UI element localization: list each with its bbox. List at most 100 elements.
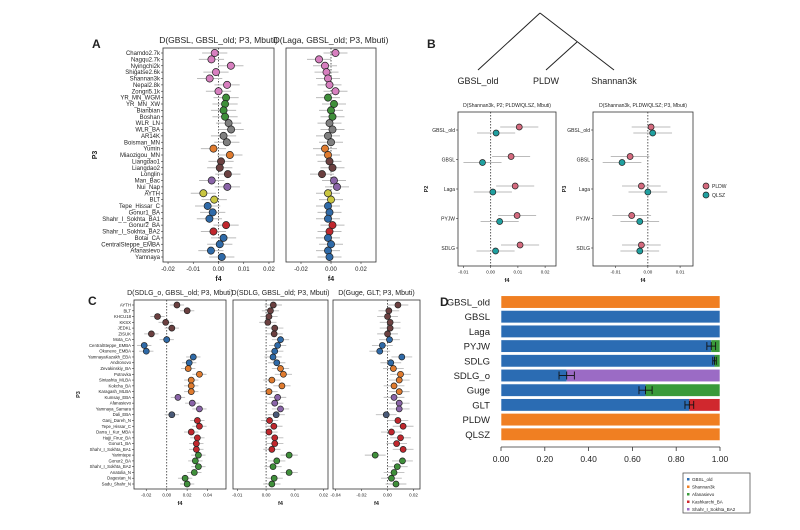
data-point (269, 463, 277, 471)
bar-outline (500, 339, 721, 353)
legend-label: Shannan3k (692, 485, 716, 490)
data-point (378, 342, 386, 349)
x-axis-label: f4 (374, 501, 380, 507)
y-tick-label: YamnayaKazakh_EBA (88, 354, 131, 359)
data-point (174, 394, 182, 401)
y-tick-label: Anatolia_N (110, 470, 131, 475)
data-point (325, 80, 334, 89)
y-tick-label: Okunevo_EMBA (99, 349, 131, 354)
data-point (212, 68, 220, 77)
data-point (265, 388, 273, 395)
data-point (148, 330, 155, 338)
y-tick-label: Yamnaya (135, 255, 161, 261)
data-point (618, 159, 626, 166)
y-tick-label: WLR_BA (135, 128, 160, 134)
y-tick-label: Nyingchi2k (131, 64, 161, 70)
y-tick-label: Kumsay_EBA (104, 395, 131, 400)
data-point (227, 125, 236, 134)
data-point (209, 144, 218, 153)
bar-outline (500, 398, 721, 412)
x-tick-label: 0.02 (319, 493, 328, 498)
data-point (215, 240, 224, 249)
y-tick-label: Botai_CA (135, 236, 160, 242)
data-point (496, 218, 503, 225)
y-tick-label: Shahr_I_Sokhta_BA1 (90, 447, 132, 452)
legend-label: PLDW (712, 184, 727, 190)
bar-segment (689, 398, 720, 412)
data-point (328, 163, 337, 172)
data-point (394, 417, 402, 424)
data-point (393, 440, 400, 447)
data-point (269, 301, 277, 309)
data-point (322, 68, 331, 77)
x-tick-label: 0.00 (643, 270, 652, 275)
data-point (189, 353, 197, 361)
y-axis-label: P3 (562, 186, 568, 193)
plot-frame (332, 299, 421, 490)
data-point (273, 457, 281, 465)
y-tick-label: Sadu_Shahr_N (102, 482, 131, 487)
y-tick-label: Laga (444, 187, 455, 193)
bar-category-label: QLSZ (465, 430, 490, 441)
data-point (203, 202, 212, 210)
y-tick-label: Shannan3k (130, 77, 161, 83)
data-point (184, 365, 192, 372)
y-tick-label: AYTH (120, 303, 131, 308)
data-point (271, 324, 279, 332)
x-tick-label: 0.20 (537, 454, 554, 464)
y-tick-label: Liangdao1 (132, 159, 161, 165)
y-tick-label: Nepal2.8k (133, 83, 161, 89)
y-tick-label: Nui_Nap (137, 185, 161, 191)
bar-outline (500, 310, 721, 324)
y-tick-label: Laga (579, 187, 590, 193)
y-tick-label: KHCU18 (114, 314, 132, 319)
data-point (324, 151, 332, 159)
data-point (265, 428, 273, 436)
data-point (390, 365, 397, 372)
legend-swatch (702, 191, 710, 199)
plot-title: D(GBSL, GBSL_old; P3, Mbuti) (159, 35, 278, 45)
legend-swatch (687, 493, 690, 496)
data-point (268, 446, 276, 453)
bar-segment (566, 369, 720, 382)
bar-outline (500, 368, 721, 383)
tree-branch (539, 12, 615, 71)
data-point (268, 376, 276, 384)
x-tick-label: -0.02 (356, 493, 367, 498)
plot-title: D(SDLG_o, GBSL_old; P3, Mbuti) (127, 290, 233, 297)
y-tick-label: GBSL_old (432, 128, 455, 134)
y-tick-label: Shahr_I_Sokhta_BA2 (102, 230, 160, 236)
data-point (223, 80, 232, 89)
data-point (318, 170, 326, 179)
plot-frame (457, 111, 557, 267)
data-point (154, 313, 161, 320)
data-point (325, 253, 334, 261)
data-point (327, 106, 335, 115)
data-point (325, 227, 334, 236)
y-tick-label: Afanasievo (130, 249, 160, 255)
data-point (266, 417, 273, 424)
y-tick-label: Dagestan_N (107, 476, 131, 481)
y-tick-label: BLT (149, 198, 160, 204)
x-tick-label: -0.01 (610, 270, 621, 275)
data-point (395, 405, 403, 413)
data-point (386, 336, 393, 343)
data-point (328, 112, 337, 121)
x-tick-label: 0.02 (541, 270, 550, 275)
x-tick-label: 0.40 (580, 454, 597, 464)
x-tick-label: 0.80 (668, 454, 685, 464)
data-point (223, 182, 232, 191)
data-point (325, 119, 334, 128)
tree-leaf-label: PLDW (533, 76, 560, 86)
bar-category-label: SDLG (464, 356, 490, 367)
legend-label: Afanasievo (692, 492, 715, 497)
data-point (399, 422, 407, 430)
data-point (142, 347, 150, 355)
data-point (207, 55, 216, 64)
data-point (394, 301, 402, 309)
y-tick-label: GBSL_old (567, 128, 590, 134)
plot-frame (232, 299, 329, 490)
data-point (221, 100, 230, 108)
data-point (187, 376, 195, 384)
x-tick-label: 0.00 (486, 270, 495, 275)
